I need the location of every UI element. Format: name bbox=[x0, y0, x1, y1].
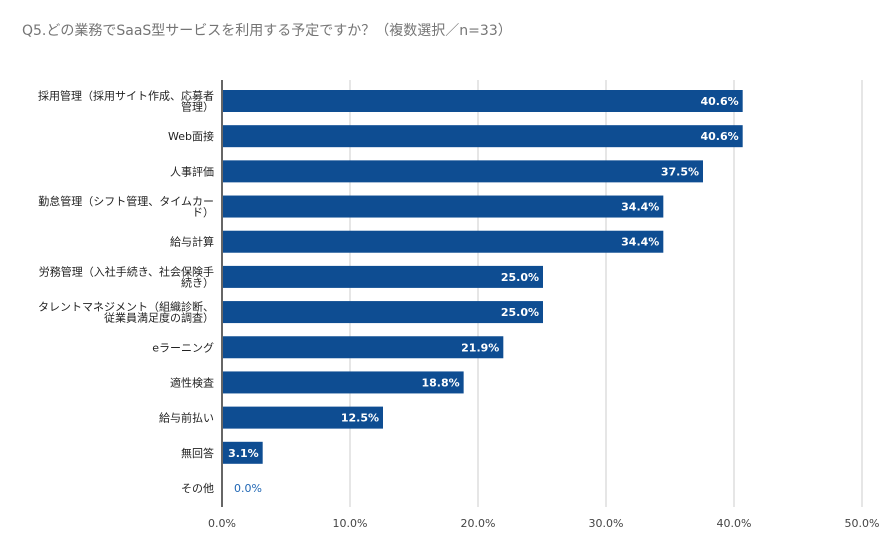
x-tick-label: 0.0% bbox=[208, 517, 236, 530]
category-label: 続き） bbox=[181, 275, 214, 289]
category-label: 採用管理（採用サイト作成、応募者 bbox=[38, 89, 214, 103]
category-label: 適性検査 bbox=[170, 375, 214, 389]
data-label: 25.0% bbox=[501, 306, 539, 319]
category-label: 給与計算 bbox=[170, 235, 214, 249]
bar bbox=[223, 265, 543, 288]
data-label: 0.0% bbox=[234, 482, 262, 495]
category-label: 労務管理（入社手続き、社会保険手 bbox=[39, 264, 214, 278]
bar bbox=[223, 160, 703, 183]
data-label: 34.4% bbox=[621, 201, 659, 214]
data-label: 25.0% bbox=[501, 271, 539, 284]
data-label: 37.5% bbox=[661, 165, 699, 178]
category-label: 管理） bbox=[181, 100, 214, 114]
category-label: 無回答 bbox=[181, 446, 214, 460]
category-label: 人事評価 bbox=[170, 164, 214, 178]
category-label: eラーニング bbox=[152, 340, 214, 354]
x-tick-label: 40.0% bbox=[717, 517, 752, 530]
bar bbox=[223, 406, 383, 429]
bar bbox=[223, 441, 263, 464]
data-label: 40.6% bbox=[701, 130, 739, 143]
bar bbox=[223, 371, 464, 394]
data-label: 34.4% bbox=[621, 236, 659, 249]
x-tick-label: 10.0% bbox=[333, 517, 368, 530]
bar bbox=[223, 195, 664, 218]
category-label: 勤怠管理（シフト管理、タイムカー bbox=[38, 194, 214, 208]
category-label: ド） bbox=[192, 206, 214, 219]
chart-title: Q5.どの業務でSaaS型サービスを利用する予定ですか？（複数選択／n=33） bbox=[22, 23, 512, 39]
bar bbox=[223, 336, 504, 359]
bars bbox=[223, 90, 743, 464]
bar bbox=[223, 230, 664, 253]
category-label: その他 bbox=[181, 482, 214, 495]
bar bbox=[223, 90, 743, 112]
category-label: タレントマネジメント（組織診断、 bbox=[38, 300, 214, 314]
bar bbox=[223, 125, 743, 148]
x-tick-label: 20.0% bbox=[461, 517, 496, 530]
data-label: 21.9% bbox=[461, 341, 499, 354]
category-label: Web面接 bbox=[168, 130, 214, 143]
data-label: 12.5% bbox=[341, 412, 379, 425]
data-label: 18.8% bbox=[421, 376, 459, 389]
category-label: 給与前払い bbox=[159, 411, 214, 425]
labels: 0.0% 10.0% 20.0% 30.0% 40.0% 50.0% 40.6% 採用管理（採… bbox=[38, 89, 879, 531]
gridlines bbox=[221, 80, 863, 507]
category-label: 従業員満足度の調査） bbox=[104, 311, 214, 325]
data-label: 3.1% bbox=[228, 447, 259, 460]
x-tick-label: 50.0% bbox=[845, 517, 880, 530]
bar bbox=[223, 301, 543, 324]
x-tick-label: 30.0% bbox=[589, 517, 624, 530]
data-label: 40.6% bbox=[701, 95, 739, 108]
